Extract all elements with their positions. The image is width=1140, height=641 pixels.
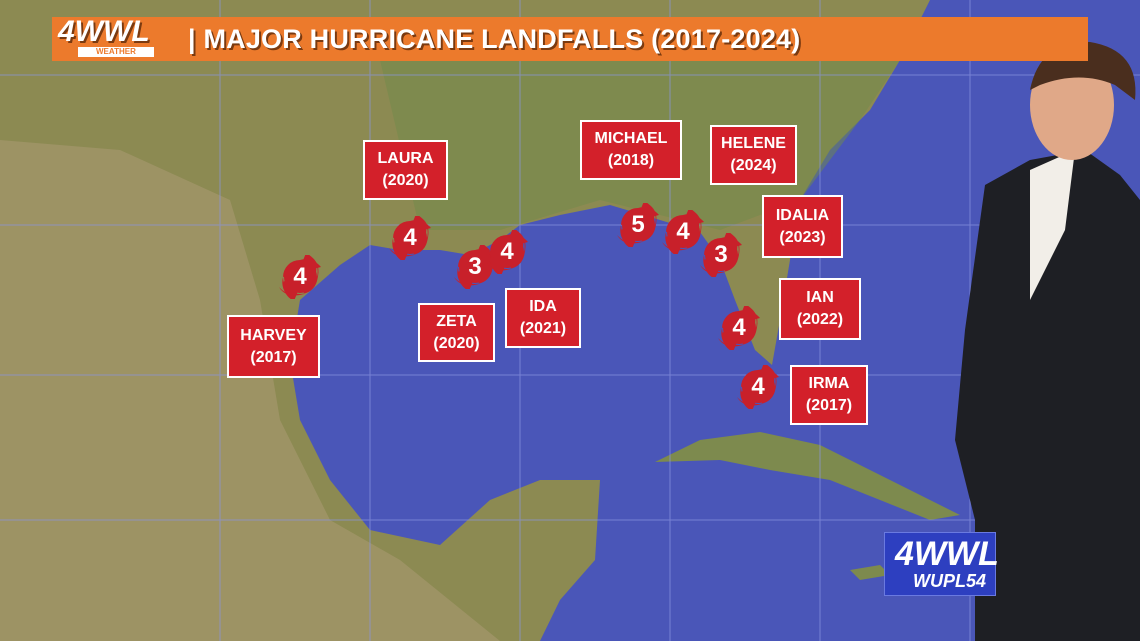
category-number: 4 xyxy=(751,373,765,400)
station-bug: 4WWL WUPL54 xyxy=(884,532,999,596)
category-number: 4 xyxy=(403,224,417,251)
storm-label-helene: HELENE (2024) xyxy=(710,125,797,185)
category-number: 4 xyxy=(500,238,514,265)
jamaica xyxy=(850,565,890,580)
storm-name: HARVEY xyxy=(240,326,307,344)
storm-year: (2017) xyxy=(805,397,853,414)
hurricane-icon: 4 xyxy=(278,253,322,301)
hurricane-icon: 3 xyxy=(453,243,497,291)
storm-label-zeta: ZETA (2020) xyxy=(418,303,495,362)
category-number: 4 xyxy=(676,218,690,245)
storm-year: (2021) xyxy=(519,320,567,337)
storm-label-harvey: HARVEY (2017) xyxy=(227,315,320,378)
storm-label-ian: IAN (2022) xyxy=(779,278,861,340)
hurricane-icon: 4 xyxy=(485,228,529,276)
storm-year: (2017) xyxy=(250,348,297,366)
presenter xyxy=(955,150,1140,641)
storm-year: (2020) xyxy=(433,334,480,352)
storm-year: (2023) xyxy=(779,228,826,246)
hurricane-icon: 4 xyxy=(388,214,432,262)
category-number: 5 xyxy=(631,211,645,238)
page-title: | MAJOR HURRICANE LANDFALLS (2017-2024) xyxy=(188,23,801,54)
hurricane-icon: 4 xyxy=(717,304,761,352)
storm-name: IRMA xyxy=(808,375,850,392)
storm-year: (2018) xyxy=(607,152,655,169)
storm-year: (2024) xyxy=(730,157,777,174)
category-number: 3 xyxy=(714,241,728,268)
storm-label-idalia: IDALIA (2023) xyxy=(762,195,843,258)
storm-label-michael: MICHAEL (2018) xyxy=(580,120,682,180)
storm-year: (2022) xyxy=(796,311,844,328)
storm-name: IAN xyxy=(806,289,834,306)
storm-name: MICHAEL xyxy=(594,130,668,147)
hurricane-icon: 3 xyxy=(699,231,743,279)
hurricane-icon: 4 xyxy=(736,363,780,411)
category-number: 4 xyxy=(732,314,746,341)
storm-label-irma: IRMA (2017) xyxy=(790,365,868,425)
category-number: 4 xyxy=(293,263,307,290)
storm-label-laura: LAURA (2020) xyxy=(363,140,448,200)
title-banner: 4WWL WEATHER | MAJOR HURRICANE LANDFALLS … xyxy=(52,17,1088,61)
storm-name: HELENE xyxy=(721,135,786,152)
hurricane-icon: 5 xyxy=(616,201,660,249)
storm-name: IDALIA xyxy=(775,206,830,224)
hurricane-icon: 4 xyxy=(661,208,705,256)
presenter-shirt xyxy=(1030,150,1075,300)
storm-year: (2020) xyxy=(382,172,429,189)
cuba xyxy=(655,432,960,520)
storm-label-ida: IDA (2021) xyxy=(505,288,581,348)
land-tan-west xyxy=(0,140,500,641)
storm-name: LAURA xyxy=(377,150,434,167)
storm-name: ZETA xyxy=(436,312,477,330)
storm-name: IDA xyxy=(529,298,557,315)
station-logo: 4WWL WEATHER xyxy=(58,17,188,59)
category-number: 3 xyxy=(468,253,482,280)
